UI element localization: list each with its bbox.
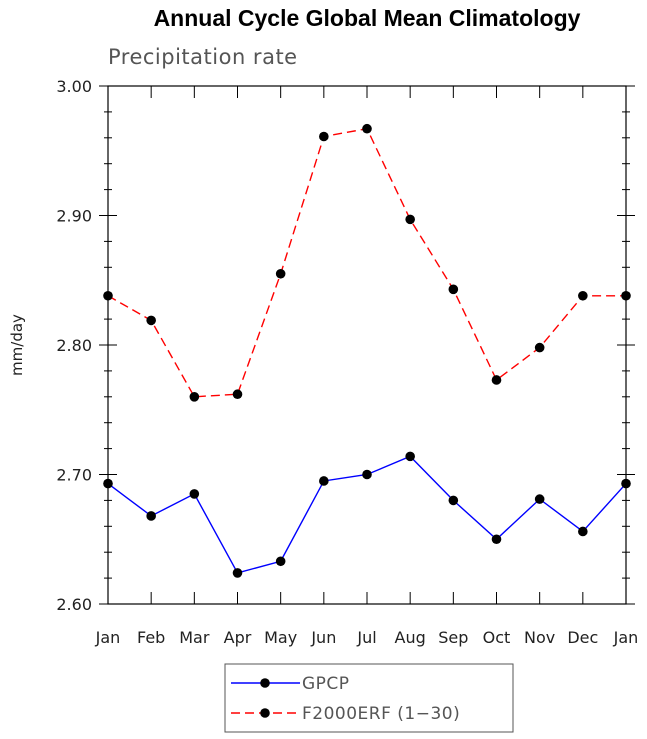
data-point — [146, 511, 156, 521]
data-point — [146, 315, 156, 326]
legend-box — [224, 663, 514, 733]
data-point — [362, 469, 372, 480]
data-point — [491, 534, 502, 545]
data-point — [405, 451, 415, 462]
chart-title: Annual Cycle Global Mean Climatology — [154, 5, 581, 31]
legend-label: F2000ERF (1−30) — [302, 704, 460, 724]
legend-label: GPCP — [302, 674, 350, 694]
data-point — [362, 123, 372, 134]
x-tick-label: Jan — [95, 628, 121, 647]
data-point — [103, 478, 113, 489]
series-layer — [103, 123, 631, 578]
data-point — [232, 568, 243, 578]
data-point — [491, 375, 502, 385]
y-tick-label: 2.70 — [56, 466, 92, 485]
data-point — [319, 131, 329, 142]
x-axis-ticks: Jan Feb Mar Apr May Jun Jul Aug Sep Oct Nov Dec Jan — [95, 86, 639, 647]
data-point — [189, 489, 200, 499]
y-tick-label: 3.00 — [56, 77, 92, 96]
x-tick-label: Dec — [567, 628, 598, 647]
x-tick-label: Sep — [438, 628, 468, 647]
x-tick-label: Nov — [524, 628, 555, 647]
x-tick-label: Aug — [395, 628, 426, 647]
data-point — [189, 392, 200, 402]
chart-subtitle: Precipitation rate — [108, 45, 298, 69]
x-tick-label: Jul — [356, 628, 376, 647]
legend: GPCP F2000ERF (1−30) — [224, 663, 514, 733]
x-tick-label: Apr — [224, 628, 252, 647]
legend-marker — [260, 678, 270, 688]
data-point — [319, 476, 329, 486]
data-point — [232, 389, 243, 400]
data-point — [448, 495, 459, 506]
x-tick-label: Oct — [483, 628, 511, 647]
legend-marker — [260, 708, 270, 718]
plot-frame — [107, 85, 627, 605]
data-point — [275, 268, 286, 279]
x-tick-label: May — [264, 628, 297, 647]
data-point — [534, 342, 545, 353]
x-tick-label: Mar — [179, 628, 210, 647]
x-tick-label: Jan — [613, 628, 639, 647]
plot-border — [107, 85, 627, 605]
y-tick-label: 2.80 — [56, 336, 92, 355]
data-point — [534, 494, 545, 504]
y-tick-label: 2.90 — [56, 207, 92, 226]
data-point — [621, 478, 631, 489]
data-point — [621, 290, 631, 301]
x-tick-label: Feb — [137, 628, 165, 647]
x-tick-label: Jun — [310, 628, 336, 647]
y-tick-label: 2.60 — [56, 595, 92, 614]
y-axis-ticks: 2.60 2.70 2.80 2.90 3.00 — [56, 77, 635, 614]
data-point — [578, 290, 588, 301]
data-point — [448, 284, 459, 295]
data-point — [103, 290, 113, 301]
y-axis-label: mm/day — [8, 314, 26, 376]
series-line — [107, 127, 626, 398]
data-point — [405, 214, 415, 225]
data-point — [275, 556, 286, 567]
data-point — [578, 526, 588, 537]
